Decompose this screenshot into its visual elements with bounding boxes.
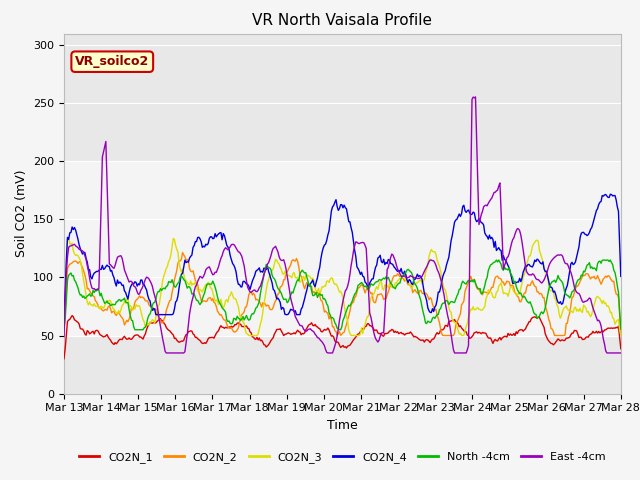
North -4cm xyxy=(617,326,625,332)
CO2N_4 xyxy=(372,264,380,270)
CO2N_3 xyxy=(298,278,305,284)
North -4cm xyxy=(295,278,303,284)
Line: CO2N_1: CO2N_1 xyxy=(64,316,621,359)
Line: CO2N_3: CO2N_3 xyxy=(64,238,621,336)
CO2N_2 xyxy=(296,272,304,278)
Title: VR North Vaisala Profile: VR North Vaisala Profile xyxy=(252,13,433,28)
CO2N_3 xyxy=(60,313,68,319)
East -4cm xyxy=(163,350,170,356)
Line: CO2N_2: CO2N_2 xyxy=(64,252,621,336)
CO2N_2 xyxy=(179,250,186,255)
CO2N_4 xyxy=(617,274,625,279)
East -4cm xyxy=(373,337,381,343)
CO2N_1 xyxy=(234,320,242,326)
CO2N_3 xyxy=(401,273,408,278)
Line: North -4cm: North -4cm xyxy=(64,260,621,330)
CO2N_4 xyxy=(60,312,68,317)
CO2N_1 xyxy=(617,346,625,352)
CO2N_1 xyxy=(373,327,381,333)
CO2N_2 xyxy=(472,280,479,286)
CO2N_2 xyxy=(401,278,408,284)
CO2N_2 xyxy=(234,325,242,331)
CO2N_3 xyxy=(617,333,625,338)
CO2N_4 xyxy=(234,277,241,283)
North -4cm xyxy=(493,257,500,263)
CO2N_3 xyxy=(63,235,71,241)
East -4cm xyxy=(472,94,479,100)
East -4cm xyxy=(399,273,407,279)
East -4cm xyxy=(234,249,242,255)
Legend: CO2N_1, CO2N_2, CO2N_3, CO2N_4, North -4cm, East -4cm: CO2N_1, CO2N_2, CO2N_3, CO2N_4, North -4… xyxy=(75,447,610,467)
North -4cm xyxy=(234,313,241,319)
Y-axis label: Soil CO2 (mV): Soil CO2 (mV) xyxy=(15,170,28,257)
CO2N_1 xyxy=(296,329,304,335)
CO2N_1 xyxy=(470,330,478,336)
CO2N_1 xyxy=(68,313,76,319)
CO2N_2 xyxy=(333,333,341,338)
Line: CO2N_4: CO2N_4 xyxy=(64,194,621,314)
North -4cm xyxy=(399,273,406,279)
CO2N_3 xyxy=(234,304,242,310)
CO2N_3 xyxy=(374,286,381,292)
CO2N_2 xyxy=(617,330,625,336)
North -4cm xyxy=(469,279,477,285)
CO2N_2 xyxy=(568,294,576,300)
Bar xyxy=(64,161,621,336)
Line: East -4cm: East -4cm xyxy=(64,97,621,353)
CO2N_4 xyxy=(399,270,406,276)
North -4cm xyxy=(567,293,575,299)
CO2N_1 xyxy=(567,332,575,338)
CO2N_4 xyxy=(607,192,614,197)
CO2N_1 xyxy=(60,356,68,361)
Text: VR_soilco2: VR_soilco2 xyxy=(75,55,149,68)
CO2N_2 xyxy=(374,291,381,297)
CO2N_3 xyxy=(472,307,479,312)
CO2N_3 xyxy=(568,309,576,315)
East -4cm xyxy=(296,323,304,328)
North -4cm xyxy=(372,279,380,285)
CO2N_4 xyxy=(469,209,477,215)
CO2N_2 xyxy=(60,329,68,335)
X-axis label: Time: Time xyxy=(327,419,358,432)
East -4cm xyxy=(470,95,478,101)
East -4cm xyxy=(568,273,576,279)
CO2N_3 xyxy=(245,333,253,338)
East -4cm xyxy=(60,334,68,339)
East -4cm xyxy=(617,350,625,356)
North -4cm xyxy=(60,327,68,333)
CO2N_4 xyxy=(295,312,303,317)
CO2N_4 xyxy=(566,268,573,274)
CO2N_1 xyxy=(399,331,407,336)
